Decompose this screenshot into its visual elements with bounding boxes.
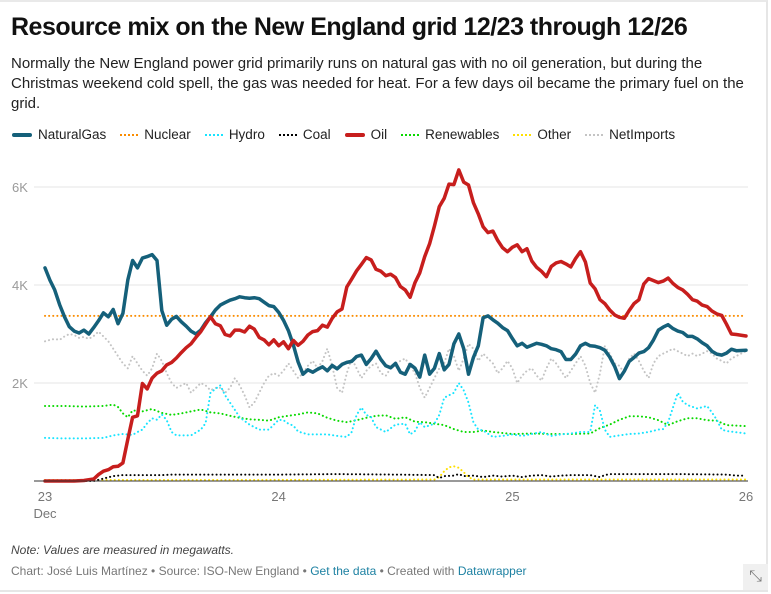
y-tick-label: 4K — [12, 278, 28, 293]
legend-item-renewables: Renewables — [401, 127, 499, 142]
series-line-oil — [43, 168, 748, 483]
credit-created-with: • Created with — [376, 564, 458, 578]
x-tick-label: 23 — [38, 489, 52, 504]
legend-label: Other — [537, 127, 572, 142]
legend-swatch — [585, 133, 604, 136]
legend-label: Oil — [370, 127, 388, 142]
legend-label: Nuclear — [144, 127, 191, 142]
legend-label: NetImports — [609, 127, 676, 142]
x-tick-sublabel: Dec — [33, 506, 57, 521]
legend-item-other: Other — [513, 127, 571, 142]
resize-icon[interactable]: ⤡ — [743, 564, 768, 590]
series-line-coal — [44, 473, 747, 482]
line-chart: 2K 4K 6K 23 Dec 24 25 26 — [12, 168, 753, 521]
legend-swatch — [513, 133, 532, 136]
legend-item-naturalgas: NaturalGas — [12, 127, 106, 142]
y-axis: 2K 4K 6K — [12, 180, 28, 391]
legend-swatch — [204, 133, 223, 136]
chart-title: Resource mix on the New England grid 12/… — [11, 13, 688, 41]
legend: NaturalGas Nuclear Hydro Coal Oil Renewa… — [12, 127, 689, 142]
series-lines — [43, 168, 748, 483]
x-axis: 23 Dec 24 25 26 — [33, 480, 753, 521]
legend-label: NaturalGas — [38, 127, 107, 142]
y-tick-label: 6K — [12, 180, 28, 195]
get-the-data-link[interactable]: Get the data — [310, 564, 377, 578]
legend-item-netimports: NetImports — [585, 127, 675, 142]
series-line-other — [44, 465, 747, 481]
legend-swatch — [12, 132, 32, 137]
series-line-netimports — [44, 330, 747, 409]
gridlines — [34, 186, 748, 384]
legend-item-hydro: Hydro — [204, 127, 265, 142]
y-tick-label: 2K — [12, 376, 28, 391]
legend-item-coal: Coal — [278, 127, 331, 142]
series-line-hydro — [44, 382, 747, 440]
legend-item-oil: Oil — [344, 127, 388, 142]
legend-label: Renewables — [425, 127, 500, 142]
series-line-renewables — [44, 403, 747, 435]
legend-label: Coal — [302, 127, 331, 142]
credit-source: Chart: José Luis Martínez • Source: ISO-… — [11, 564, 311, 578]
legend-item-nuclear: Nuclear — [120, 127, 191, 142]
legend-swatch — [278, 133, 297, 136]
x-tick-label: 25 — [505, 489, 519, 504]
datawrapper-link[interactable]: Datawrapper — [457, 564, 527, 578]
x-tick-label: 24 — [271, 489, 285, 504]
chart-credit: Chart: José Luis Martínez • Source: ISO-… — [11, 564, 527, 578]
x-tick-label: 26 — [739, 489, 753, 504]
chart-description: Normally the New England power grid prim… — [11, 55, 744, 112]
legend-swatch — [120, 133, 139, 136]
legend-swatch — [401, 133, 420, 136]
legend-swatch — [344, 132, 365, 137]
chart-note: Note: Values are measured in megawatts. — [11, 543, 235, 557]
series-line-naturalgas — [43, 252, 748, 381]
legend-label: Hydro — [228, 127, 265, 142]
